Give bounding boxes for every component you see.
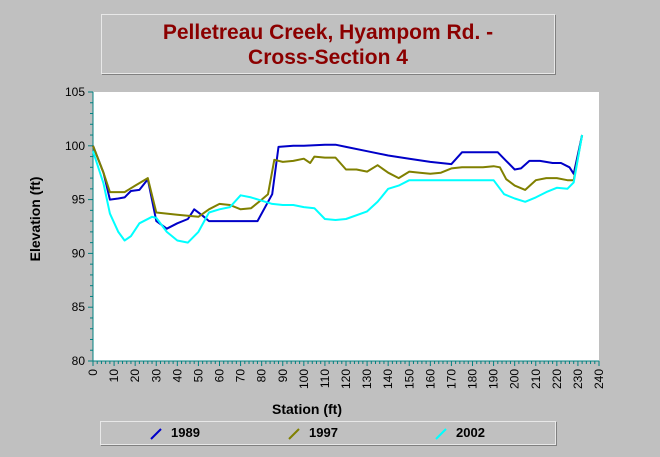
- x-tick-label: 30: [149, 369, 163, 383]
- chart-title: Pelletreau Creek, Hyampom Rd. - Cross-Se…: [101, 14, 555, 74]
- y-tick-label: 95: [72, 193, 86, 207]
- y-axis-title: Elevation (ft): [27, 176, 43, 262]
- x-tick-label: 240: [592, 369, 606, 389]
- x-tick-label: 230: [571, 369, 585, 389]
- y-tick-label: 80: [72, 354, 86, 368]
- legend-label-1997: 1997: [309, 425, 338, 440]
- x-tick-label: 110: [318, 369, 332, 388]
- chart-title-line-1: Pelletreau Creek, Hyampom Rd. -: [162, 21, 494, 44]
- axes: 80 85 90 95 100 105 0 10 20 30 40 50 60 70 80 90 100 110 1…: [65, 85, 606, 389]
- x-axis-title: Station (ft): [272, 401, 342, 417]
- x-tick-label: 220: [550, 369, 564, 389]
- y-tick-label: 100: [65, 139, 85, 153]
- x-tick-label: 120: [339, 369, 353, 389]
- x-tick-label: 90: [276, 369, 290, 383]
- x-tick-label: 100: [297, 369, 311, 389]
- x-tick-label: 40: [170, 369, 184, 383]
- y-tick-label: 85: [72, 300, 86, 314]
- chart-title-line-2: Cross-Section 4: [248, 46, 408, 69]
- plot-area: [93, 92, 599, 361]
- legend-label-1989: 1989: [171, 425, 200, 440]
- x-tick-label: 50: [191, 369, 205, 383]
- x-tick-label: 60: [213, 369, 227, 383]
- x-tick-label: 170: [444, 369, 458, 389]
- y-tick-label: 105: [65, 85, 85, 99]
- series-line-2002: [92, 134, 584, 244]
- legend-swatch-1989: [150, 428, 162, 440]
- x-tick-label: 160: [423, 369, 437, 389]
- y-tick-label: 90: [72, 246, 86, 260]
- x-tick-label: 0: [86, 369, 100, 376]
- legend-swatch-2002: [435, 428, 447, 440]
- x-tick-label: 200: [508, 369, 522, 389]
- legend-swatch-1997: [288, 428, 300, 440]
- x-tick-label: 20: [128, 369, 142, 383]
- x-tick-label: 140: [381, 369, 395, 389]
- series-group: [92, 134, 584, 244]
- x-tick-label: 190: [487, 369, 501, 389]
- legend-label-2002: 2002: [456, 425, 485, 440]
- x-tick-label: 180: [466, 369, 480, 389]
- x-tick-label: 210: [529, 369, 543, 389]
- x-tick-label: 70: [234, 369, 248, 383]
- x-tick-label: 150: [402, 369, 416, 389]
- x-tick-label: 80: [255, 369, 269, 383]
- x-tick-label: 10: [107, 369, 121, 383]
- legend: 1989 1997 2002: [100, 421, 556, 445]
- chart-plot: 80 85 90 95 100 105 0 10 20 30 40 50 60 70 80 90 100 110 1…: [65, 85, 606, 389]
- x-tick-label: 130: [360, 369, 374, 389]
- series-line-1997: [92, 134, 584, 218]
